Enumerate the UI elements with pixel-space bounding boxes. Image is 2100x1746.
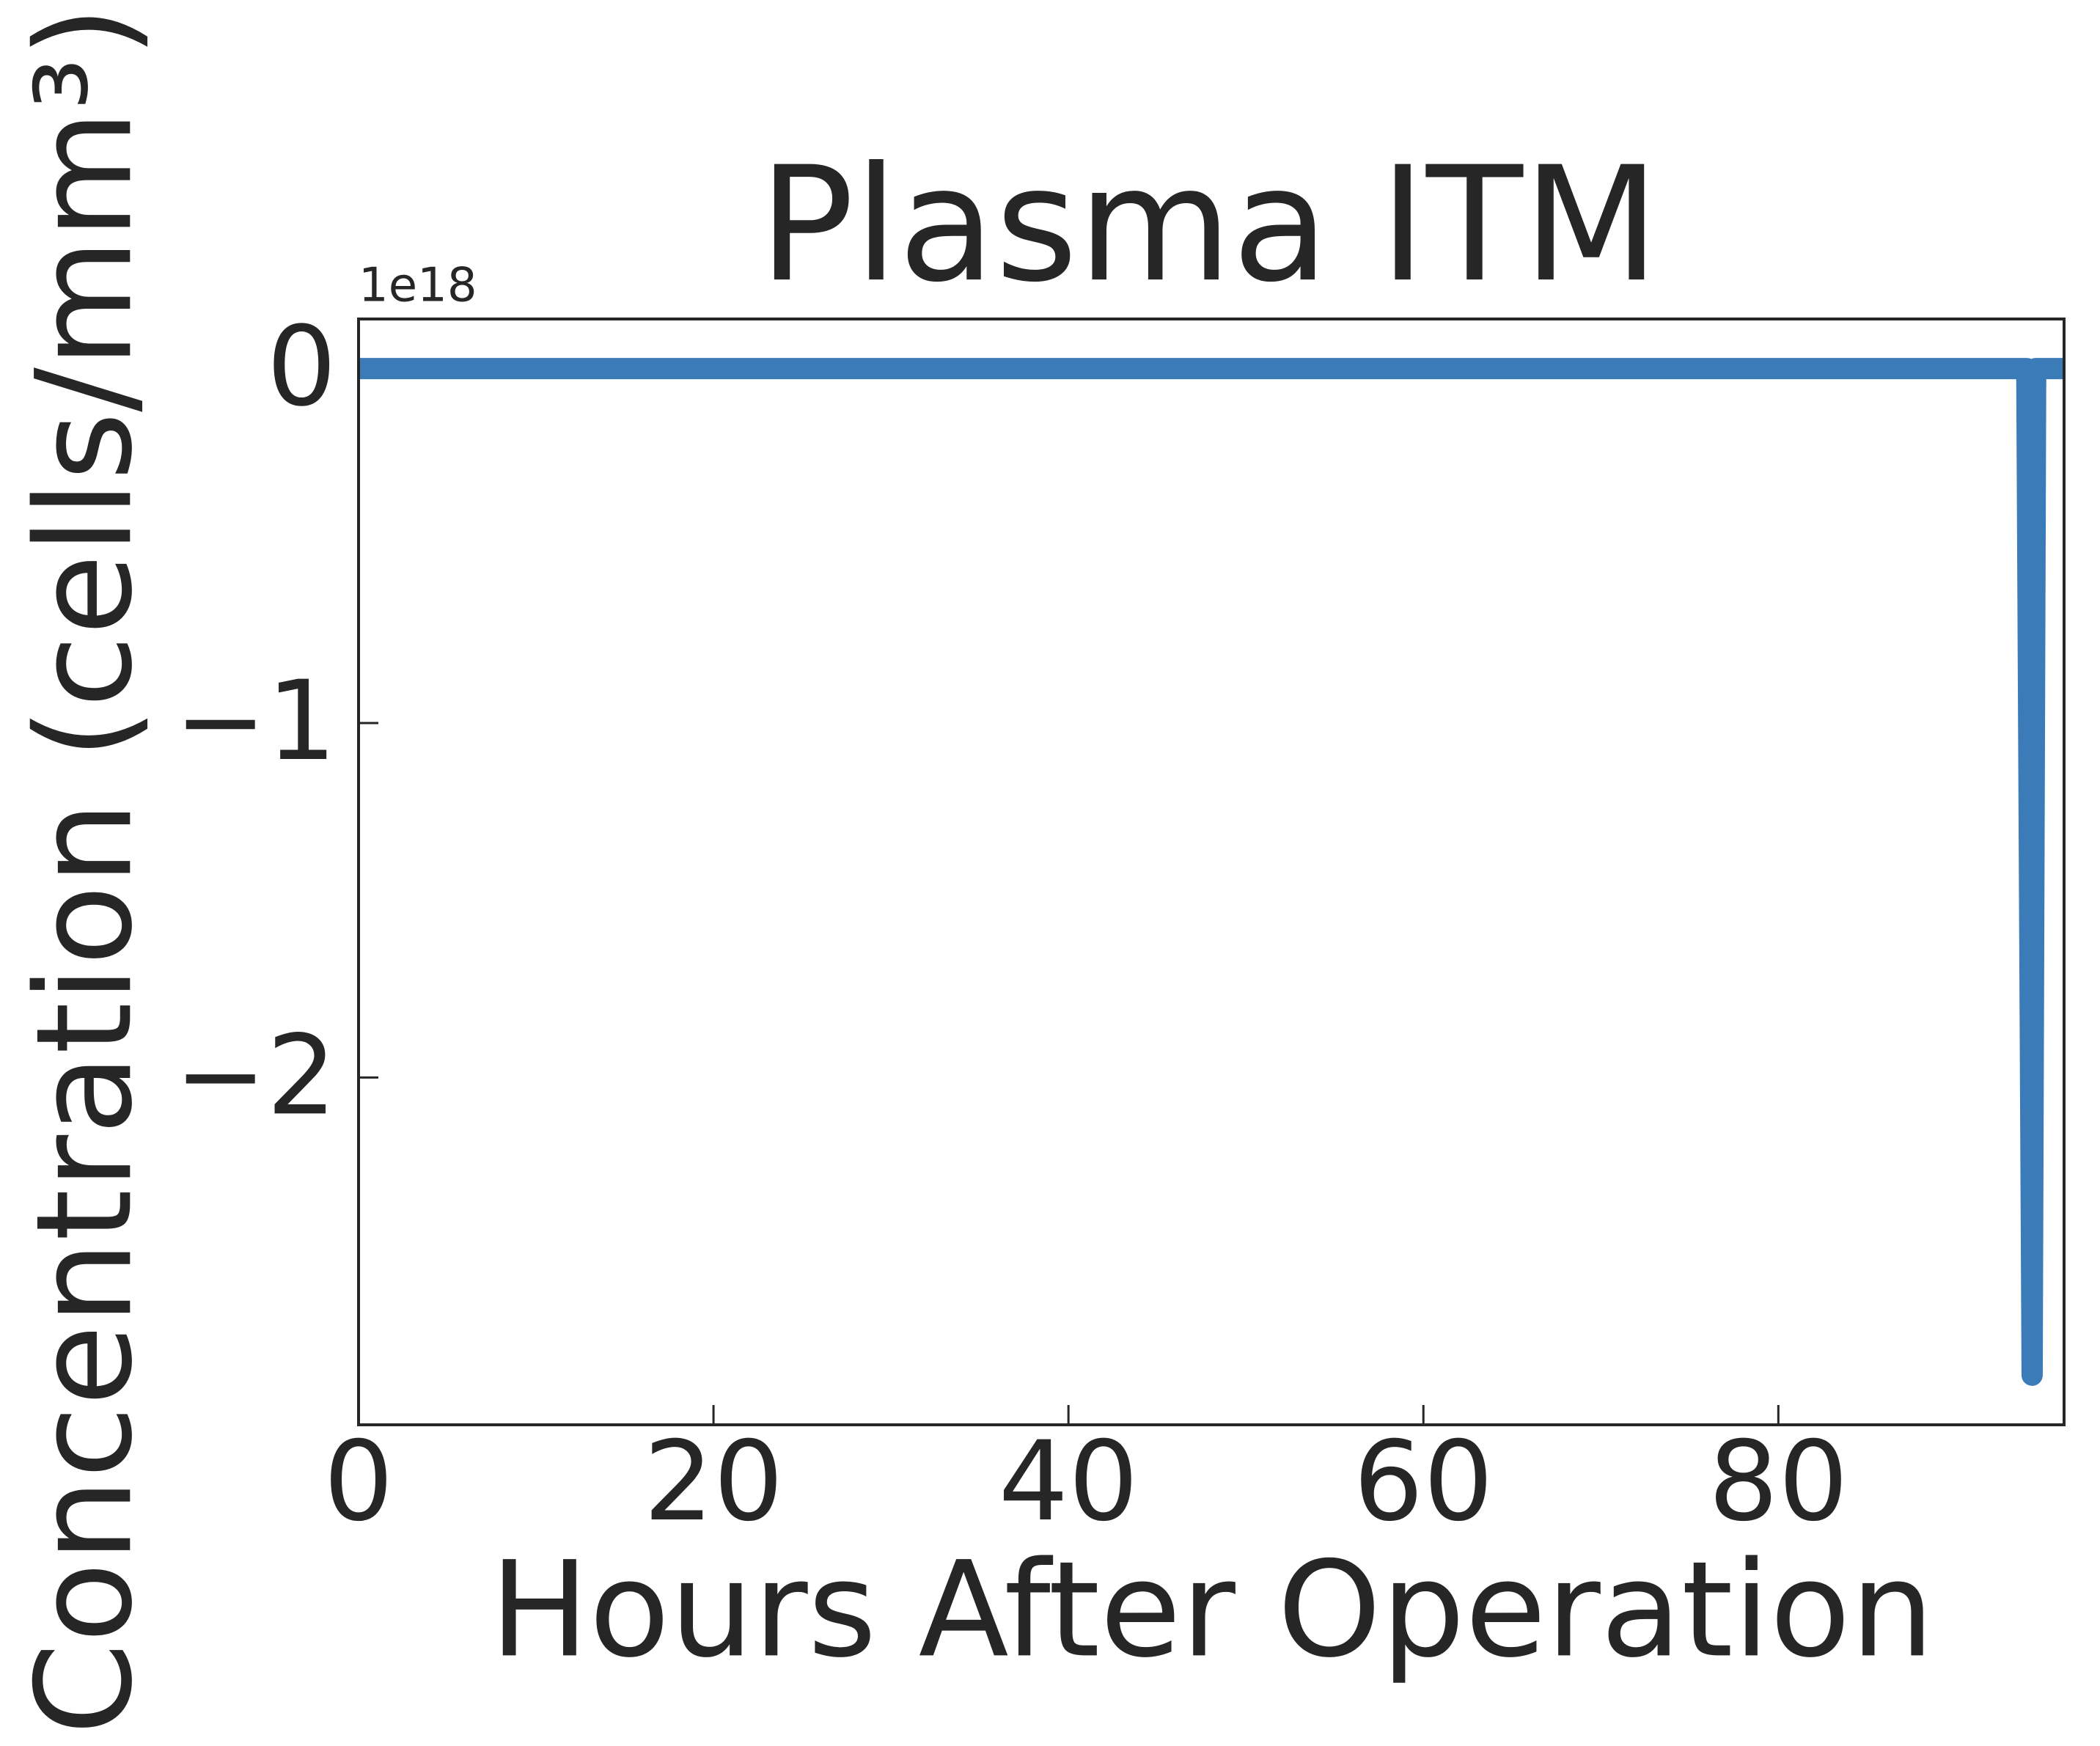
y-offset-label: 1e18 <box>359 259 477 313</box>
y-tick-label: −1 <box>175 658 337 785</box>
x-tick-label: 0 <box>323 1418 393 1546</box>
chart-title: Plasma ITM <box>759 133 1660 317</box>
x-tick-label: 60 <box>1354 1418 1494 1546</box>
line-series <box>359 358 2064 1386</box>
x-tick-label: 80 <box>1708 1418 1848 1546</box>
x-tick-label: 40 <box>999 1418 1139 1546</box>
plot-frame <box>357 318 2066 1426</box>
x-axis-label: Hours After Operation <box>490 1533 1934 1687</box>
y-tick-label: −2 <box>175 1012 337 1140</box>
y-tick-label: 0 <box>267 304 337 431</box>
y-axis-label: Concentration (cells/mm³) <box>8 6 161 1735</box>
x-tick-label: 20 <box>644 1418 784 1546</box>
